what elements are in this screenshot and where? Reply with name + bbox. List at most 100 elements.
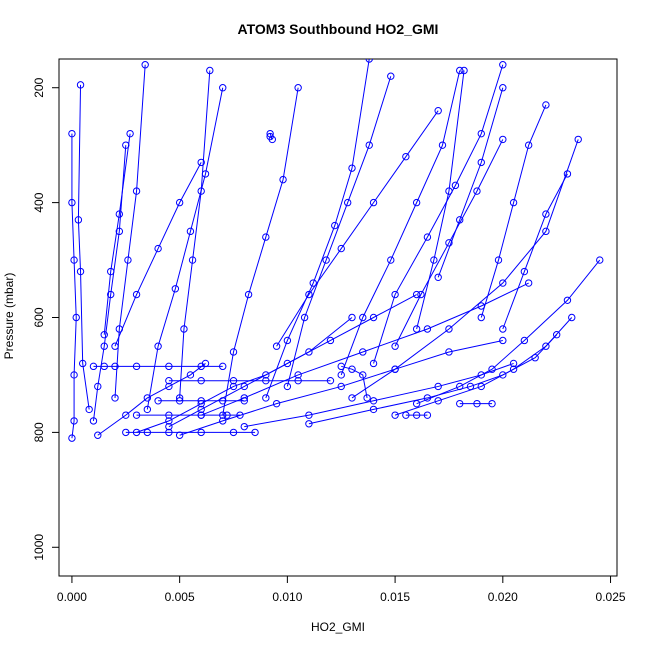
data-point xyxy=(143,428,152,437)
data-point xyxy=(460,66,468,75)
data-point xyxy=(445,348,453,356)
data-point xyxy=(348,394,356,402)
x-tick-label: 0.005 xyxy=(165,590,195,604)
y-tick-label: 200 xyxy=(32,77,46,97)
y-tick-label: 400 xyxy=(32,192,46,212)
data-point xyxy=(165,376,173,385)
data-point xyxy=(175,397,184,405)
data-point xyxy=(107,267,115,276)
data-point xyxy=(348,365,356,373)
data-point xyxy=(229,428,238,437)
data-point xyxy=(552,331,561,339)
data-point xyxy=(305,420,313,428)
data-point xyxy=(68,198,76,207)
data-point xyxy=(430,256,438,264)
data-point xyxy=(499,61,507,69)
data-point xyxy=(434,382,442,391)
x-axis: 0.000 0.005 0.010 0.015 0.020 0.025 xyxy=(57,575,626,604)
data-point xyxy=(499,84,507,92)
data-point xyxy=(488,399,496,408)
data-point xyxy=(412,399,421,408)
y-tick-label: 800 xyxy=(32,422,46,442)
data-point xyxy=(272,399,281,408)
data-point xyxy=(412,290,421,299)
data-point xyxy=(520,267,529,276)
data-point xyxy=(423,233,432,241)
data-point xyxy=(197,376,205,385)
data-point xyxy=(219,84,227,92)
data-point xyxy=(197,158,205,167)
data-point xyxy=(74,216,83,224)
data-point xyxy=(509,198,518,207)
data-point xyxy=(240,397,248,405)
data-point xyxy=(348,313,356,322)
data-point xyxy=(126,129,134,138)
series-line xyxy=(340,70,461,376)
series-line xyxy=(276,110,439,347)
data-point xyxy=(434,273,442,281)
data-point xyxy=(365,141,373,149)
data-point xyxy=(132,362,141,371)
data-point xyxy=(363,394,371,402)
data-point xyxy=(473,399,481,408)
data-point xyxy=(337,371,345,379)
data-point xyxy=(165,428,173,437)
data-point xyxy=(262,376,270,385)
data-point xyxy=(111,394,119,402)
data-point xyxy=(488,365,496,373)
data-point xyxy=(305,348,313,356)
data-point xyxy=(331,221,339,230)
data-point xyxy=(477,382,485,391)
data-point xyxy=(359,371,367,379)
data-point xyxy=(68,129,76,138)
data-point xyxy=(434,107,442,115)
data-point xyxy=(456,66,464,75)
data-point xyxy=(132,290,141,299)
data-point xyxy=(122,411,130,419)
series-line xyxy=(502,173,568,330)
data-point xyxy=(294,376,302,385)
data-point xyxy=(326,376,335,385)
y-tick-label: 600 xyxy=(32,307,46,327)
series-line xyxy=(394,139,504,347)
data-point xyxy=(499,135,507,144)
data-point xyxy=(262,233,270,241)
data-point xyxy=(499,371,507,379)
series-line xyxy=(146,87,224,410)
data-point xyxy=(266,132,274,141)
series-line xyxy=(416,259,601,405)
data-point xyxy=(322,256,330,264)
data-point xyxy=(337,362,345,371)
data-point xyxy=(236,411,244,419)
data-point xyxy=(76,267,85,276)
data-point xyxy=(563,296,572,304)
data-point xyxy=(542,342,550,350)
series-line xyxy=(114,64,146,398)
data-point xyxy=(141,61,149,69)
data-point xyxy=(423,325,432,333)
data-point xyxy=(369,198,378,207)
data-point xyxy=(568,313,576,322)
data-point xyxy=(574,135,582,144)
series-line xyxy=(286,76,392,387)
data-point xyxy=(100,331,108,339)
data-point xyxy=(596,256,604,264)
data-point xyxy=(197,187,205,195)
data-point xyxy=(100,362,108,371)
data-point xyxy=(294,84,302,92)
data-point xyxy=(343,198,352,207)
data-point xyxy=(229,382,238,391)
data-point xyxy=(70,256,78,264)
series-line xyxy=(77,84,90,410)
data-point xyxy=(78,359,87,368)
data-point xyxy=(240,422,248,431)
data-point xyxy=(132,187,141,195)
data-point xyxy=(180,325,188,333)
data-point xyxy=(219,397,227,405)
data-point xyxy=(143,405,152,414)
series-line xyxy=(341,365,368,399)
data-point xyxy=(563,170,572,178)
data-point xyxy=(456,399,464,408)
data-point xyxy=(165,417,173,425)
